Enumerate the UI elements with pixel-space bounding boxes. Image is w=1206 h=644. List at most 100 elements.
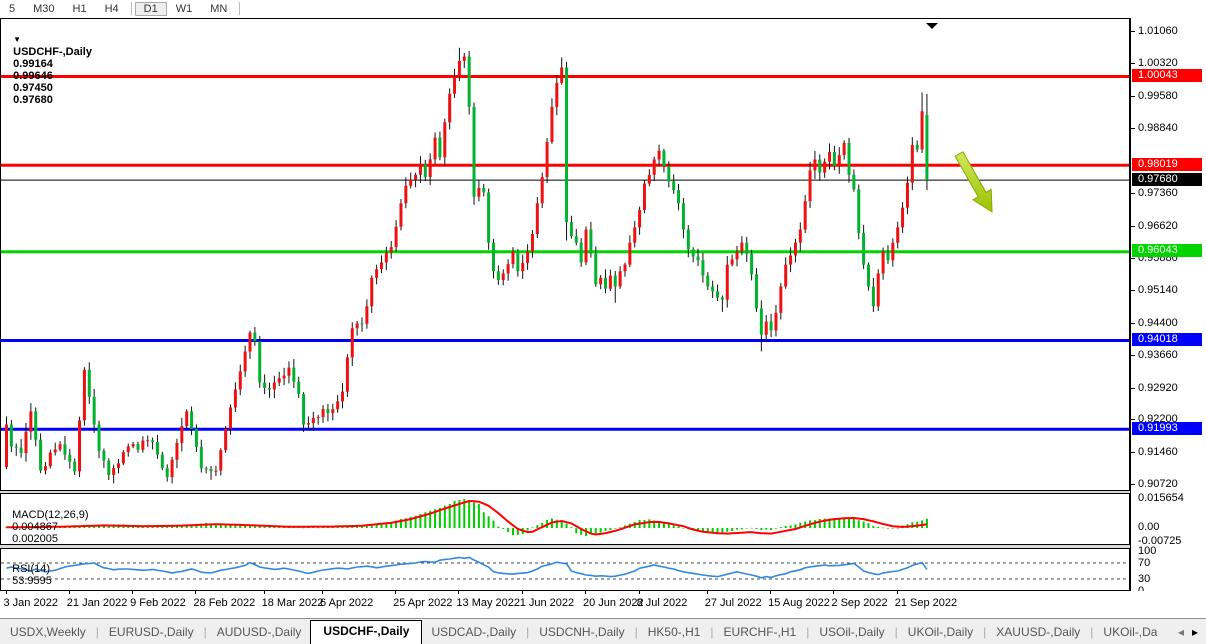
timeframe-button-d1[interactable]: D1: [134, 1, 167, 16]
chart-tab-usdchf-daily[interactable]: USDCHF-,Daily: [310, 620, 423, 644]
price-tick: [1131, 95, 1135, 97]
candle-body: [355, 323, 359, 329]
chart-tab-usdcad-daily[interactable]: USDCAD-,Daily: [431, 625, 517, 639]
chart-tab-eurusd-daily[interactable]: EURUSD-,Daily: [108, 625, 194, 639]
macd-signal-line: [6, 499, 928, 536]
price-tick: [1131, 355, 1135, 357]
date-tick: [521, 591, 523, 594]
tab-separator: |: [894, 625, 898, 639]
candle-body: [686, 229, 690, 250]
tab-scroll-left-icon[interactable]: ◂: [1177, 624, 1184, 639]
symbol-dropdown-icon[interactable]: ▼: [13, 35, 22, 44]
price-tick: [1131, 290, 1135, 292]
price-tick-label: 1.01060: [1138, 25, 1178, 37]
candle-body: [569, 222, 573, 237]
sell-arrow-annotation[interactable]: [954, 151, 993, 213]
candle-body: [370, 277, 374, 307]
timeframe-button-h4[interactable]: H4: [104, 2, 119, 15]
macd-histogram-bar: [867, 523, 870, 529]
candle-body: [866, 264, 870, 287]
price-level-badge: 0.94018: [1132, 333, 1202, 346]
date-label: 15 Aug 2022: [768, 597, 830, 609]
candle-body: [579, 242, 583, 263]
macd-histogram-bar: [438, 507, 441, 529]
candle-body: [813, 159, 817, 171]
chart-tab-usdcnh-daily[interactable]: USDCNH-,Daily: [539, 625, 625, 639]
macd-histogram-bar: [409, 516, 412, 529]
chart-tab-audusd-daily[interactable]: AUDUSD-,Daily: [216, 625, 302, 639]
candle-body: [453, 76, 457, 94]
candle-body: [306, 423, 310, 425]
rsi-label: RSI(14): [12, 563, 51, 575]
candle-body: [764, 321, 768, 335]
macd-histogram-bar: [765, 528, 768, 530]
price-tick-label: 1.00320: [1138, 57, 1178, 70]
chart-shift-marker-icon[interactable]: [926, 23, 938, 29]
chart-legend: ▼ USDCHF-,Daily 0.99164 0.99646 0.97450 …: [7, 22, 96, 106]
macd-panel[interactable]: [0, 493, 1130, 545]
macd-histogram-bar: [848, 518, 851, 529]
candle-body: [121, 452, 125, 464]
macd-histogram-bar: [166, 526, 169, 529]
chart-tab-ukoil-da[interactable]: UKOil-,Da: [1103, 625, 1158, 639]
macd-histogram-bar: [784, 525, 787, 529]
panel-splitter[interactable]: [0, 491, 1206, 493]
candle-body: [360, 323, 364, 325]
candle-body: [798, 229, 802, 243]
macd-histogram-bar: [886, 528, 889, 529]
macd-histogram-bar: [682, 527, 685, 529]
candle-body: [219, 450, 223, 471]
macd-histogram-bar: [755, 528, 758, 530]
candle-body: [808, 170, 812, 202]
time-scale[interactable]: 3 Jan 2022 21 Jan 2022 9 Feb 2022 28 Feb 20…: [0, 591, 1206, 618]
macd-histogram-bar: [395, 520, 398, 529]
timeframe-button-w1[interactable]: W1: [175, 2, 193, 15]
candle-body: [725, 264, 729, 300]
macd-histogram-bar: [594, 528, 597, 534]
panel-splitter[interactable]: [0, 545, 1206, 548]
candle-body: [146, 440, 150, 442]
main-chart-panel[interactable]: [0, 18, 1130, 491]
candle-body: [691, 249, 695, 257]
macd-histogram-bar: [619, 527, 622, 529]
rsi-scale-label: 30: [1138, 573, 1151, 585]
price-scale[interactable]: 1.01060 1.00320 0.99580 0.98840 0.97360 0.966…: [1130, 18, 1206, 597]
chart-tab-hk50-h1[interactable]: HK50-,H1: [647, 625, 701, 639]
candle-body: [414, 174, 418, 180]
candle-body: [375, 269, 379, 278]
candle-body: [68, 454, 72, 462]
chart-tab-eurchf-h1[interactable]: EURCHF-,H1: [723, 625, 797, 639]
candle-body: [462, 56, 466, 61]
candle-body: [604, 277, 608, 289]
macd-histogram-bar: [258, 526, 261, 529]
chart-tab-usoil-daily[interactable]: USOil-,Daily: [819, 625, 885, 639]
timeframe-button-mn[interactable]: MN: [210, 2, 228, 15]
chart-tab-usdx-weekly[interactable]: USDX,Weekly: [10, 625, 86, 639]
timeframe-button-m30[interactable]: M30: [33, 2, 55, 15]
candle-body: [472, 106, 476, 197]
candle-body: [589, 229, 593, 254]
candle-body: [881, 251, 885, 274]
macd-histogram-bar: [210, 523, 213, 529]
toolbar-separator: [130, 2, 132, 15]
chart-tab-xauusd-daily[interactable]: XAUUSD-,Daily: [996, 625, 1081, 639]
date-tick: [833, 591, 835, 594]
candle-body: [842, 142, 846, 156]
candlestick-chart[interactable]: [1, 19, 1129, 490]
rsi-panel[interactable]: [0, 548, 1130, 591]
macd-histogram-bar: [731, 528, 734, 532]
macd-histogram-bar: [774, 528, 777, 529]
tab-scroll-right-icon[interactable]: ▸: [1191, 624, 1198, 639]
timeframe-button-h1[interactable]: H1: [72, 2, 87, 15]
price-tick-label: 0.91460: [1138, 445, 1178, 458]
chart-tab-ukoil-daily[interactable]: UKOil-,Daily: [907, 625, 974, 639]
macd-histogram-bar: [789, 525, 792, 529]
date-label: 3 Jan 2022: [3, 597, 58, 609]
candle-body: [647, 174, 651, 184]
candle-body: [823, 161, 827, 173]
timeframe-button-5[interactable]: 5: [9, 2, 16, 15]
candle-body: [521, 262, 525, 272]
macd-histogram-bar: [482, 512, 485, 529]
candle-body: [501, 273, 505, 280]
macd-histogram-bar: [463, 499, 466, 529]
